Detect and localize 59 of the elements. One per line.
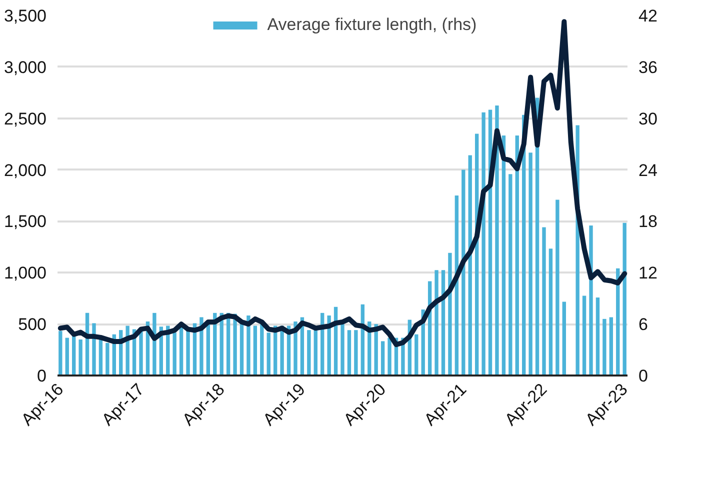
bar (609, 317, 614, 376)
bar (528, 152, 532, 376)
bar (186, 329, 190, 376)
bar (347, 330, 352, 376)
bar (468, 155, 472, 376)
y-tick-label: 1,000 (4, 264, 47, 283)
y2-tick-label: 30 (638, 109, 658, 128)
y-tick-label: 500 (18, 315, 47, 334)
bar (314, 330, 318, 376)
bar (589, 226, 593, 376)
bar (340, 324, 344, 376)
y-tick-label: 1,500 (4, 212, 47, 232)
bar (562, 302, 566, 376)
bar (602, 318, 606, 376)
bar (374, 324, 378, 376)
bar (327, 316, 331, 376)
bar (622, 222, 626, 376)
y-tick-label: 0 (37, 366, 47, 386)
bar (58, 330, 62, 376)
bar (246, 316, 250, 376)
y2-tick-label: 24 (638, 160, 658, 180)
bar (388, 338, 392, 376)
y2-tick-label: 6 (638, 315, 648, 334)
bar (106, 342, 110, 376)
bar (548, 248, 553, 376)
y2-tick-label: 12 (638, 264, 658, 283)
bar (596, 298, 600, 376)
bar (434, 270, 438, 376)
bar (582, 296, 586, 376)
y2-tick-label: 18 (638, 212, 658, 232)
bar (414, 334, 418, 376)
bar (240, 324, 244, 376)
y2-tick-label: 42 (638, 6, 658, 26)
bar (495, 106, 499, 376)
y-tick-label: 2,500 (4, 109, 47, 128)
bar (206, 324, 210, 376)
bar (253, 326, 258, 376)
bar (508, 174, 512, 376)
bar (380, 341, 385, 376)
bar (542, 227, 546, 376)
bar (260, 324, 264, 376)
y-tick-label: 3,500 (4, 6, 47, 26)
bar (233, 314, 237, 376)
bar (200, 317, 204, 376)
y2-tick-label: 0 (638, 366, 648, 386)
bar (266, 332, 270, 376)
legend-label: Average fixture length, (rhs) (267, 15, 477, 35)
y2-tick-label: 36 (638, 58, 658, 77)
bar (65, 338, 69, 376)
bar (448, 252, 452, 376)
y-tick-label: 3,000 (4, 58, 47, 77)
bar (78, 340, 82, 376)
bar (307, 330, 311, 376)
y-tick-label: 2,000 (4, 160, 47, 180)
bar (556, 200, 560, 376)
bar (98, 340, 103, 376)
bar (482, 112, 486, 376)
bar (172, 332, 176, 376)
bar (354, 330, 358, 376)
